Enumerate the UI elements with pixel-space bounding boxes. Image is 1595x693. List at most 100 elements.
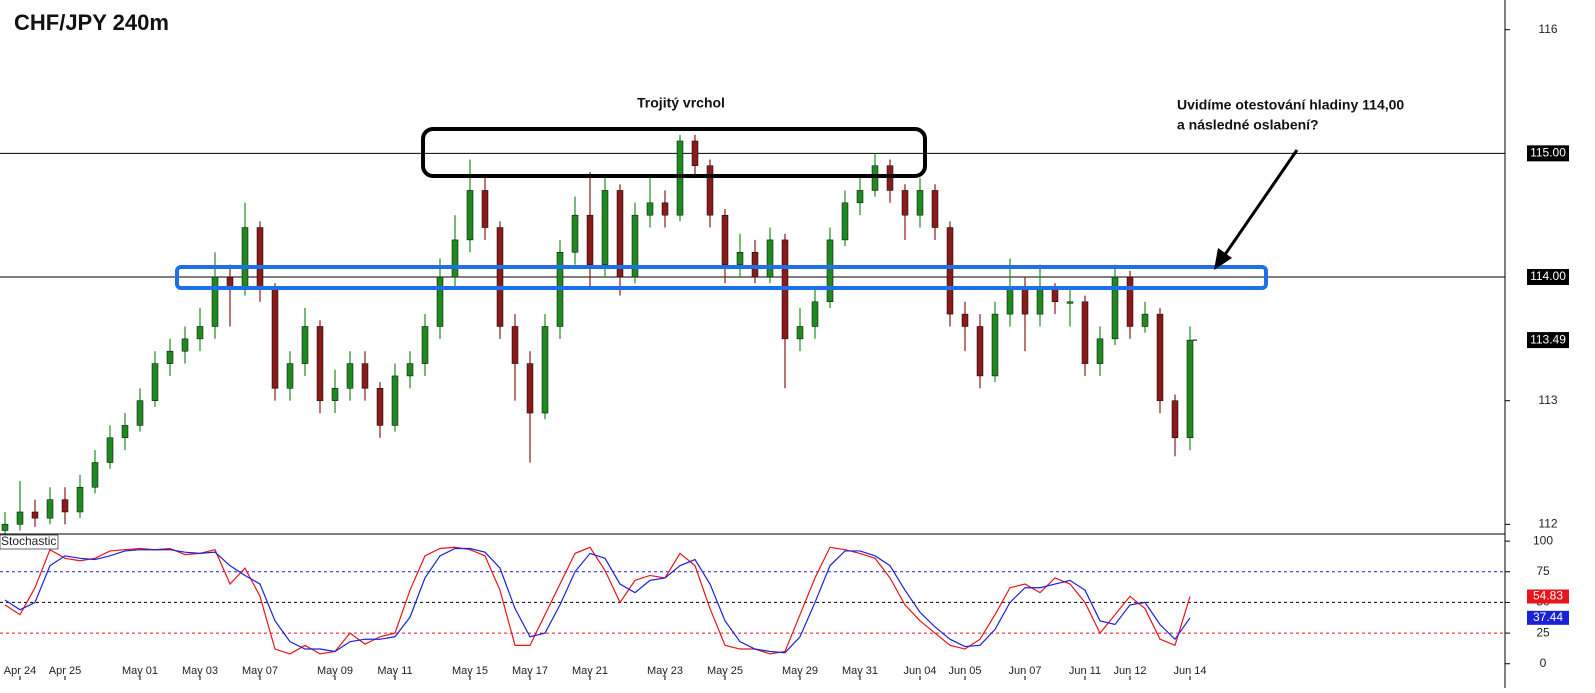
candle-body bbox=[436, 276, 444, 327]
candle-body bbox=[796, 326, 804, 340]
candle-body bbox=[736, 252, 744, 265]
candle-body bbox=[481, 190, 489, 228]
candle-body bbox=[601, 190, 609, 265]
x-tick-label: May 09 bbox=[317, 665, 353, 677]
candle-body bbox=[466, 190, 474, 241]
candle-body bbox=[16, 511, 24, 525]
x-tick-label: Jun 11 bbox=[1069, 665, 1101, 677]
x-tick-label: May 31 bbox=[842, 665, 878, 677]
candle-body bbox=[1096, 338, 1104, 364]
indicator-line bbox=[4, 547, 1191, 654]
x-tick-label: May 29 bbox=[782, 665, 818, 677]
candle-body bbox=[991, 313, 999, 377]
y-tick-label: 0 bbox=[1540, 656, 1547, 670]
candle-body bbox=[871, 165, 879, 191]
candle-body bbox=[586, 214, 594, 265]
candle-body bbox=[196, 326, 204, 340]
candle-body bbox=[496, 227, 504, 327]
candle-body bbox=[1051, 289, 1059, 302]
candle-body bbox=[406, 363, 414, 377]
x-tick-label: May 11 bbox=[377, 665, 412, 677]
y-tick-label: 25 bbox=[1536, 625, 1550, 639]
level-label: 115.00 bbox=[1530, 146, 1566, 160]
x-tick-label: Jun 14 bbox=[1173, 665, 1206, 677]
candle-body bbox=[646, 202, 654, 216]
candle-body bbox=[151, 363, 159, 401]
x-tick-label: May 03 bbox=[182, 665, 218, 677]
level-label-box bbox=[1527, 145, 1569, 162]
candle-body bbox=[826, 239, 834, 302]
candle-body bbox=[271, 289, 279, 389]
x-tick-label: May 21 bbox=[572, 665, 608, 677]
candle-body bbox=[706, 165, 714, 216]
x-tick-label: Jun 04 bbox=[903, 665, 936, 677]
candle-body bbox=[391, 375, 399, 426]
last-price-label: 113.49 bbox=[1530, 332, 1566, 346]
candle-body bbox=[661, 202, 669, 216]
candle-body bbox=[1006, 289, 1014, 315]
x-tick-label: Jun 07 bbox=[1008, 665, 1041, 677]
candle-body bbox=[1036, 289, 1044, 315]
arrow-shaft bbox=[1222, 149, 1299, 257]
candle-body bbox=[841, 202, 849, 241]
arrow-head bbox=[1214, 248, 1232, 270]
x-tick-label: May 15 bbox=[452, 665, 488, 677]
candle-body bbox=[616, 190, 624, 278]
candle-body bbox=[901, 190, 909, 216]
candle-body bbox=[721, 214, 729, 265]
candle-body bbox=[811, 301, 819, 327]
chart-title: CHF/JPY 240m bbox=[14, 10, 169, 35]
candle-body bbox=[31, 511, 39, 519]
candle-body bbox=[1186, 339, 1194, 439]
last-price-box bbox=[1527, 332, 1569, 349]
candle-body bbox=[256, 227, 264, 290]
candle-body bbox=[241, 227, 249, 290]
support-zone-box bbox=[175, 265, 1268, 290]
candle-body bbox=[451, 239, 459, 278]
candle-body bbox=[61, 499, 69, 513]
candle-body bbox=[961, 313, 969, 327]
annotation: Uvidíme otestování hladiny 114,00 bbox=[1177, 97, 1404, 113]
candle-body bbox=[121, 425, 129, 439]
candle-body bbox=[541, 326, 549, 414]
candle-body bbox=[916, 190, 924, 216]
candle-body bbox=[1066, 301, 1074, 304]
candle-body bbox=[136, 400, 144, 426]
y-tick-label: 75 bbox=[1536, 564, 1550, 578]
candle-body bbox=[631, 214, 639, 278]
x-tick-label: Apr 25 bbox=[49, 665, 81, 677]
x-tick-label: May 25 bbox=[707, 665, 743, 677]
candle-body bbox=[931, 190, 939, 228]
candle-body bbox=[346, 363, 354, 389]
candle-body bbox=[1081, 301, 1089, 364]
candle-body bbox=[751, 252, 759, 278]
last-value-box bbox=[1527, 589, 1569, 604]
candle-body bbox=[331, 388, 339, 401]
x-tick-label: May 17 bbox=[512, 665, 548, 677]
candle-body bbox=[316, 326, 324, 401]
candle-body bbox=[511, 326, 519, 364]
level-label: 114.00 bbox=[1530, 269, 1566, 283]
annotation: Trojitý vrchol bbox=[637, 95, 725, 111]
candle-body bbox=[286, 363, 294, 389]
candle-body bbox=[301, 326, 309, 364]
last-value-box bbox=[1527, 610, 1569, 625]
candle-body bbox=[76, 486, 84, 513]
y-tick-label: 100 bbox=[1533, 533, 1553, 547]
candle-body bbox=[166, 350, 174, 364]
candle-body bbox=[1021, 289, 1029, 315]
candle-body bbox=[1126, 276, 1134, 327]
candle-body bbox=[1111, 276, 1119, 340]
candle-body bbox=[856, 190, 864, 204]
candle-body bbox=[421, 326, 429, 364]
annotation: a následné oslabení? bbox=[1177, 117, 1319, 133]
y-tick-label: 112 bbox=[1538, 517, 1557, 531]
candle-body bbox=[1, 524, 9, 531]
candle-body bbox=[526, 363, 534, 414]
level-label-box bbox=[1527, 269, 1569, 286]
candle-body bbox=[1156, 313, 1164, 401]
candle-body bbox=[91, 462, 99, 488]
candle-body bbox=[181, 338, 189, 352]
